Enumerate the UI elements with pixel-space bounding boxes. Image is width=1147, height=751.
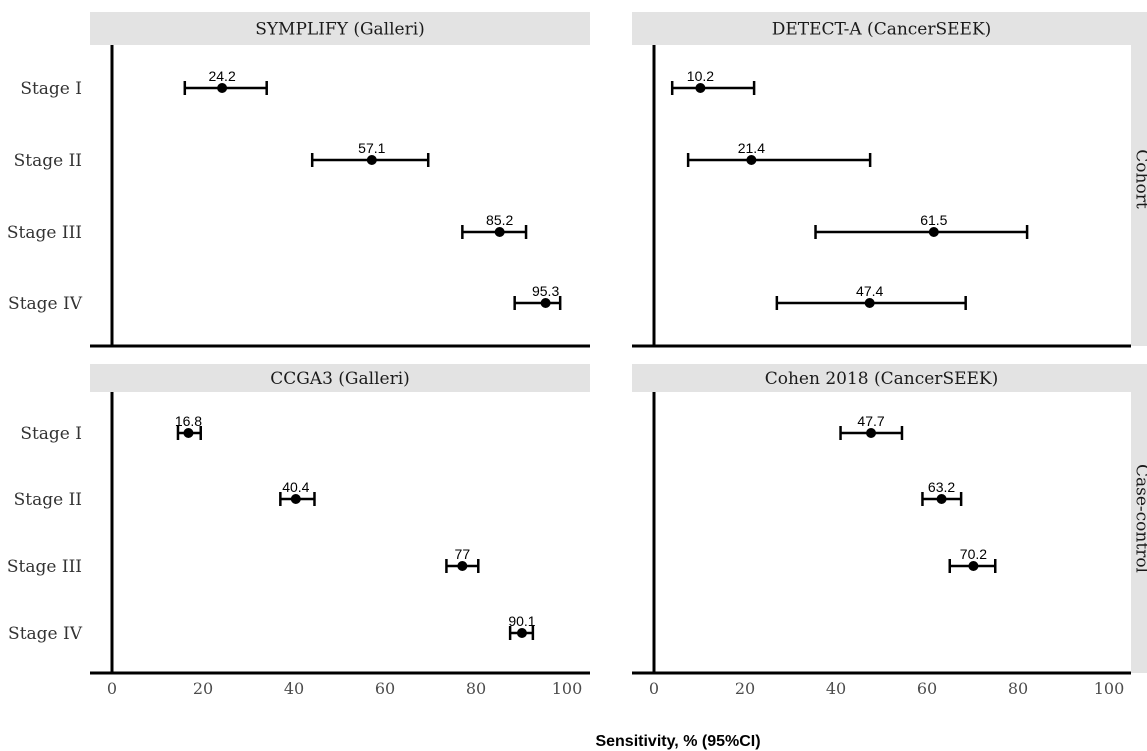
panel-strip	[632, 12, 1131, 45]
panel-title: SYMPLIFY (Galleri)	[255, 20, 425, 40]
x-tick-label: 40	[284, 679, 304, 698]
data-point-group: 95.3	[513, 283, 562, 310]
data-label: 47.7	[857, 413, 884, 429]
data-label: 95.3	[532, 283, 559, 299]
data-point-group: 63.2	[921, 479, 963, 506]
data-point-group: 21.4	[686, 140, 872, 167]
data-point	[695, 83, 706, 93]
data-point	[217, 83, 228, 93]
panels-layer: Cohort Case-control SYMPLIFY (Galleri) Stag…	[7, 12, 1147, 698]
data-point-group: 77	[445, 546, 480, 573]
data-point	[457, 561, 468, 571]
data-label: 10.2	[687, 68, 714, 84]
data-point	[864, 298, 875, 308]
data-point-group: 70.2	[948, 546, 997, 573]
y-tick-label: Stage II	[14, 151, 82, 171]
panel-title: Cohen 2018 (CancerSEEK)	[765, 369, 999, 389]
panel-strip	[90, 364, 590, 392]
y-tick-label: Stage IV	[8, 294, 83, 314]
x-tick-label: 60	[375, 679, 395, 698]
data-label: 24.2	[208, 68, 235, 84]
data-label: 47.4	[856, 283, 883, 299]
data-point	[366, 155, 377, 165]
data-point	[866, 428, 877, 438]
panel-strip	[90, 12, 590, 45]
data-point	[290, 494, 301, 504]
facet-row-label: Cohort	[1132, 149, 1147, 209]
facet-row-strip-bg	[1131, 12, 1147, 346]
data-label: 57.1	[358, 140, 385, 156]
data-point	[936, 494, 947, 504]
data-point-group: 85.2	[461, 212, 528, 239]
data-point-group: 61.5	[814, 212, 1029, 239]
data-point-group: 24.2	[183, 68, 268, 95]
data-label: 61.5	[920, 212, 947, 228]
data-point	[968, 561, 979, 571]
x-tick-label: 0	[107, 679, 117, 698]
data-point-group: 10.2	[670, 68, 756, 95]
facet-row-strip: Cohort	[1131, 12, 1147, 346]
data-point-group: 16.8	[175, 413, 202, 440]
panel: DETECT-A (CancerSEEK) 10.2 21.4 61.5 47.4	[632, 12, 1131, 348]
data-point-group: 57.1	[310, 140, 430, 167]
data-label: 90.1	[508, 613, 535, 629]
panel: CCGA3 (Galleri) Stage I Stage II Stage III S…	[7, 364, 590, 698]
panel-title: DETECT-A (CancerSEEK)	[772, 20, 992, 40]
y-tick-label: Stage III	[7, 557, 82, 577]
data-point	[516, 628, 527, 638]
x-tick-label: 20	[735, 679, 755, 698]
y-tick-label: Stage IV	[8, 624, 83, 644]
x-tick-label: 80	[1008, 679, 1028, 698]
x-tick-label: 20	[193, 679, 213, 698]
data-point	[540, 298, 551, 308]
x-tick-label: 0	[649, 679, 659, 698]
data-label: 40.4	[282, 479, 309, 495]
data-label: 21.4	[738, 140, 765, 156]
facet-row-strip: Case-control	[1131, 364, 1147, 673]
y-tick-label: Stage II	[14, 490, 82, 510]
data-point	[183, 428, 194, 438]
facet-row-strip-bg	[1131, 364, 1147, 673]
y-tick-label: Stage I	[20, 79, 82, 99]
data-point-group: 40.4	[279, 479, 316, 506]
data-point	[494, 227, 505, 237]
x-tick-label: 100	[1094, 679, 1125, 698]
data-point	[746, 155, 757, 165]
panel: Cohen 2018 (CancerSEEK) 0 20 40 60 80 100 47.7 6…	[632, 364, 1131, 698]
x-tick-label: 60	[917, 679, 937, 698]
data-label: 16.8	[175, 413, 202, 429]
x-axis-title: Sensitivity, % (95%CI)	[595, 733, 760, 750]
panel: SYMPLIFY (Galleri) Stage I Stage II Stage I…	[7, 12, 590, 348]
data-point	[928, 227, 939, 237]
x-tick-label: 80	[466, 679, 486, 698]
data-label: 85.2	[486, 212, 513, 228]
data-point-group: 90.1	[508, 613, 536, 640]
y-tick-label: Stage I	[20, 424, 82, 444]
data-label: 70.2	[960, 546, 987, 562]
facet-row-label: Case-control	[1132, 464, 1147, 573]
x-tick-label: 40	[826, 679, 846, 698]
x-tick-label: 100	[552, 679, 583, 698]
data-label: 63.2	[928, 479, 955, 495]
data-point-group: 47.4	[775, 283, 967, 310]
y-tick-label: Stage III	[7, 223, 82, 243]
data-point-group: 47.7	[839, 413, 904, 440]
data-label: 77	[455, 546, 471, 562]
panel-title: CCGA3 (Galleri)	[270, 369, 410, 389]
panel-strip	[632, 364, 1131, 392]
